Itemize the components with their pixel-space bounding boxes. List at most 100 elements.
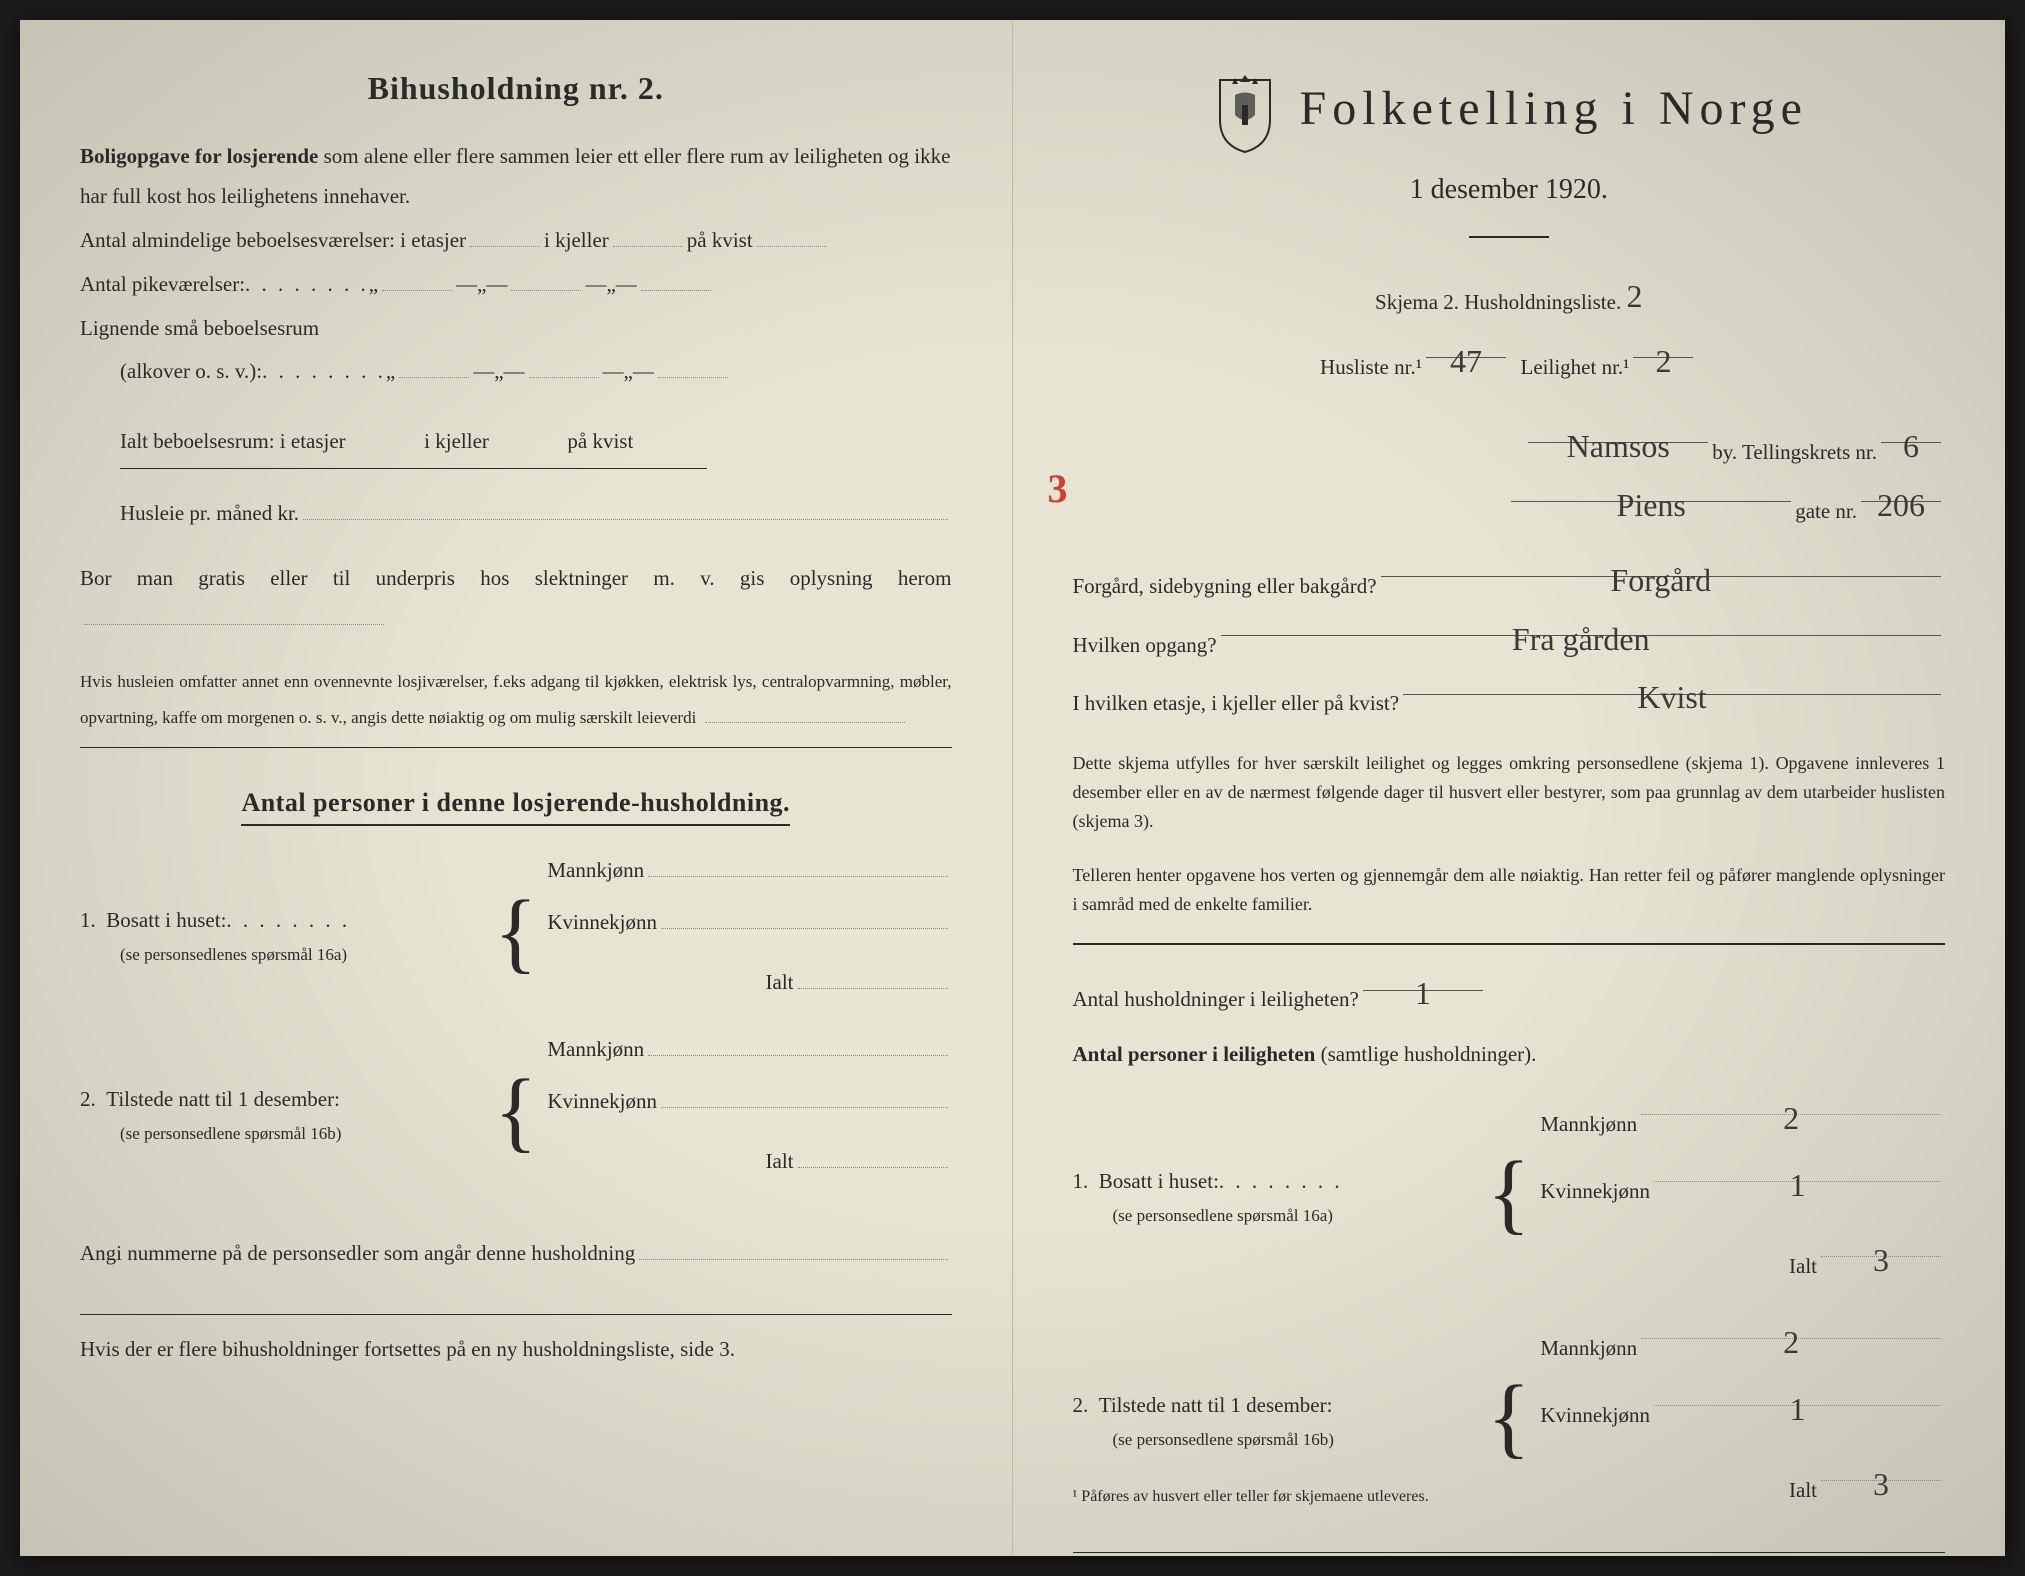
gate-field: Piens: [1511, 477, 1791, 502]
etasje-line: I hvilken etasje, i kjeller eller på kvi…: [1073, 669, 1946, 724]
opgang-field: Fra gården: [1221, 611, 1941, 636]
blank-field: [705, 702, 905, 722]
kvinne-label: Kvinnekjønn: [547, 903, 657, 943]
skjema-value: 2: [1626, 266, 1642, 327]
blank-field: [399, 353, 469, 378]
blank-field: [661, 904, 948, 929]
intro-bold: Boligopgave for losjerende: [80, 144, 318, 168]
kvinne1-field: 1: [1654, 1157, 1941, 1182]
r-group-1-right: Mannkjønn2 Kvinnekjønn1 Ialt3: [1540, 1090, 1945, 1299]
title-divider: [1469, 236, 1549, 238]
free-text: Bor man gratis eller til underpris hos s…: [80, 559, 952, 639]
total-label-wrap: Ialt beboelsesrum: i etasjer i kjeller p…: [120, 422, 707, 469]
section-title-text: Antal personer i denne losjerende-hushol…: [241, 788, 790, 826]
rent-line: Husleie pr. måned kr.: [80, 494, 952, 534]
total-end: på kvist: [567, 429, 633, 453]
item2-label: Tilstede natt til 1 desember:: [106, 1080, 340, 1120]
mann-label: Mannkjønn: [547, 851, 644, 891]
divider-thick: [1073, 943, 1946, 945]
gate-value: Piens: [1617, 487, 1686, 523]
opgang-label: Hvilken opgang?: [1073, 626, 1217, 666]
gate-num-value: 206: [1877, 487, 1925, 523]
by-value: Namsos: [1567, 428, 1670, 464]
item1-label: Bosatt i huset:: [106, 901, 226, 941]
blank-field: [658, 353, 728, 378]
similar-label: Lignende små beboelsesrum: [80, 309, 952, 349]
left-page: Bihusholdning nr. 2. Boligopgave for los…: [20, 20, 1013, 1556]
rooms-line: Antal almindelige beboelsesværelser: i e…: [80, 221, 952, 261]
opgang-value: Fra gården: [1512, 621, 1650, 657]
group-2-left: 2. Tilstede natt til 1 desember: (se per…: [80, 1080, 484, 1144]
mann1-field: 2: [1641, 1090, 1941, 1115]
red-mark-3: 3: [1048, 465, 1068, 512]
note-text: Hvis husleien omfatter annet enn ovennev…: [80, 664, 952, 735]
antal-pers-label: Antal personer i leiligheten: [1073, 1042, 1316, 1066]
group-2-right: Mannkjønn Kvinnekjønn Ialt: [547, 1030, 951, 1194]
blank-field: [661, 1083, 948, 1108]
blank-field: [511, 265, 581, 290]
blank-field: [529, 353, 599, 378]
item1-num: 1.: [80, 901, 96, 941]
alcove-label: (alkover o. s. v.):: [120, 352, 262, 392]
divider-line: [80, 747, 952, 748]
husliste-line: Husliste nr.¹ 47 Leilighet nr.¹ 2: [1073, 333, 1946, 388]
skjema-label: Skjema 2. Husholdningsliste.: [1375, 283, 1621, 323]
ialt-label: Ialt: [766, 963, 794, 1003]
divider-line: [80, 1314, 952, 1315]
antal-hush-label: Antal husholdninger i leiligheten?: [1073, 980, 1359, 1020]
by-line: Namsos by. Tellingskrets nr. 6: [1073, 418, 1946, 473]
leilighet-label: Leilighet nr.¹: [1521, 348, 1630, 388]
r-item1-sub: (se personsedlene spørsmål 16a): [1073, 1206, 1478, 1226]
by-field: Namsos: [1528, 418, 1708, 443]
title-block: Folketelling i Norge: [1300, 81, 1808, 144]
blank-field: [84, 600, 384, 625]
leilighet-value-field: 2: [1633, 333, 1693, 358]
mann1-value: 2: [1783, 1100, 1799, 1136]
blank-field: [757, 222, 827, 247]
group-1: 1. Bosatt i huset: (se personsedlenes sp…: [80, 851, 952, 1015]
forgard-label: Forgård, sidebygning eller bakgård?: [1073, 567, 1377, 607]
mann2-field: 2: [1641, 1314, 1941, 1339]
kvinne-label: Kvinnekjønn: [547, 1082, 657, 1122]
free-text-content: Bor man gratis eller til underpris hos s…: [80, 566, 952, 590]
instructions-2: Telleren henter opgavene hos verten og g…: [1073, 861, 1946, 919]
coat-of-arms-icon: [1210, 70, 1280, 155]
forgard-value: Forgård: [1610, 562, 1711, 598]
blank-field: [639, 1234, 947, 1259]
ialt1-value: 3: [1873, 1242, 1889, 1278]
antal-pers-sub: (samtlige husholdninger).: [1321, 1042, 1537, 1066]
r-group-1: 1. Bosatt i huset: (se personsedlene spø…: [1073, 1090, 1946, 1299]
bracket-icon: {: [1487, 1158, 1530, 1230]
total-label: Ialt beboelsesrum: i etasjer: [120, 429, 346, 453]
dots: [226, 901, 350, 941]
etasje-field: Kvist: [1403, 669, 1941, 694]
r-group-1-left: 1. Bosatt i huset: (se personsedlene spø…: [1073, 1162, 1478, 1226]
kvinne2-value: 1: [1790, 1391, 1806, 1427]
group-2: 2. Tilstede natt til 1 desember: (se per…: [80, 1030, 952, 1194]
husliste-label: Husliste nr.¹: [1320, 348, 1422, 388]
item2-num: 2.: [80, 1080, 96, 1120]
ialt-label: Ialt: [766, 1142, 794, 1182]
kvinne2-field: 1: [1654, 1381, 1941, 1406]
mann2-value: 2: [1783, 1324, 1799, 1360]
item1-sub: (se personsedlenes spørsmål 16a): [80, 945, 484, 965]
main-title: Folketelling i Norge: [1300, 81, 1808, 136]
blank-field: [643, 423, 703, 448]
rooms-label: Antal almindelige beboelsesværelser: i e…: [80, 221, 466, 261]
continue-note: Hvis der er flere bihusholdninger fortse…: [80, 1330, 952, 1370]
blank-field: [613, 222, 683, 247]
blank-field: [355, 423, 415, 448]
section-title: Antal personer i denne losjerende-hushol…: [80, 788, 952, 826]
ialt2-value: 3: [1873, 1466, 1889, 1502]
husliste-value-field: 47: [1426, 333, 1506, 358]
right-page: Folketelling i Norge 1 desember 1920. Sk…: [1013, 20, 2006, 1556]
forgard-field: Forgård: [1381, 552, 1941, 577]
left-title: Bihusholdning nr. 2.: [80, 70, 952, 107]
total-mid: i kjeller: [424, 429, 489, 453]
blank-field: [303, 495, 947, 520]
etasje-value: Kvist: [1637, 679, 1706, 715]
kvinne-label: Kvinnekjønn: [1540, 1396, 1650, 1436]
gate-num-field: 206: [1861, 477, 1941, 502]
blank-field: [648, 852, 947, 877]
skjema-line: Skjema 2. Husholdningsliste. 2: [1073, 268, 1946, 329]
